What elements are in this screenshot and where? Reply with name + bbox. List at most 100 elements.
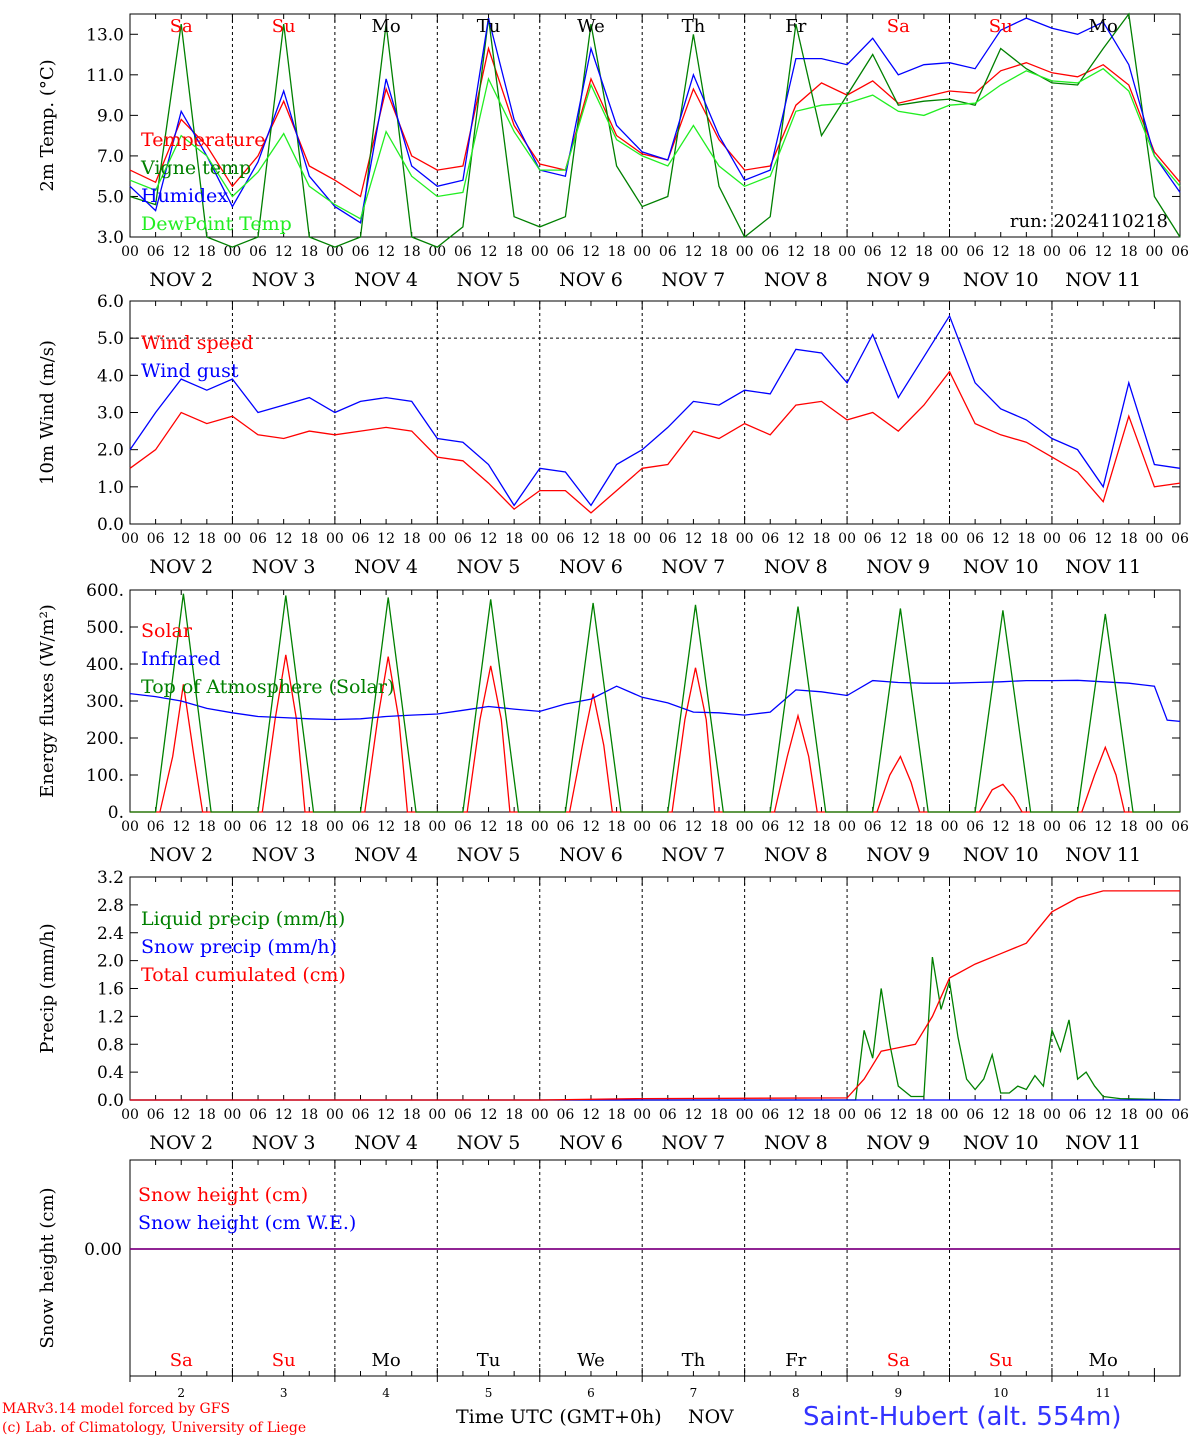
hour-label: 18: [710, 1107, 728, 1123]
hour-label: 00: [736, 819, 754, 835]
weekday-label: Fr: [785, 16, 806, 37]
date-label: NOV 10: [963, 844, 1039, 866]
hour-label: 18: [608, 1107, 626, 1123]
hour-label: 06: [1069, 244, 1087, 260]
hour-label: 12: [582, 244, 600, 260]
hour-label: 00: [121, 1107, 139, 1123]
hour-label: 06: [659, 531, 677, 547]
panel-snow-frame: [129, 1159, 1181, 1377]
hour-label: 12: [889, 531, 907, 547]
date-label: NOV 2: [149, 844, 213, 866]
hour-label: 00: [224, 1107, 242, 1123]
date-label: NOV 10: [963, 269, 1039, 291]
date-label: NOV 3: [252, 269, 316, 291]
hour-label: 18: [300, 1107, 318, 1123]
legend-entry: Wind speed: [141, 332, 253, 354]
y-tick-label: 0.00: [84, 1240, 122, 1260]
hour-label: 06: [761, 1107, 779, 1123]
hour-label: 12: [480, 531, 498, 547]
hour-label: 00: [1145, 531, 1163, 547]
hour-label: 00: [121, 244, 139, 260]
hour-label: 18: [300, 819, 318, 835]
series-line: [130, 956, 1181, 1101]
hour-label: 18: [403, 819, 421, 835]
hour-label: 18: [813, 819, 831, 835]
legend-entry: Humidex: [141, 185, 228, 207]
date-label: NOV 11: [1065, 269, 1141, 291]
weekday-label: Mo: [1089, 1350, 1118, 1371]
hour-label: 18: [300, 244, 318, 260]
date-label: NOV 5: [457, 1132, 521, 1154]
day-number: 8: [792, 1386, 800, 1400]
hour-label: 12: [480, 244, 498, 260]
hour-label: 18: [198, 531, 216, 547]
hour-label: 18: [300, 531, 318, 547]
hour-label: 18: [198, 1107, 216, 1123]
weekday-label: Th: [682, 16, 706, 37]
hour-label: 06: [556, 244, 574, 260]
hour-label: 06: [454, 244, 472, 260]
hour-label: 06: [1171, 244, 1189, 260]
date-label: NOV 10: [963, 1132, 1039, 1154]
hour-label: 06: [1069, 531, 1087, 547]
hour-label: 00: [428, 531, 446, 547]
hour-label: 06: [966, 1107, 984, 1123]
legend-entry: Total cumulated (cm): [141, 964, 346, 986]
date-label: NOV 6: [559, 269, 623, 291]
hour-label: 00: [326, 244, 344, 260]
hour-label: 18: [813, 244, 831, 260]
date-label: NOV 5: [457, 269, 521, 291]
y-tick-label: 9.0: [97, 106, 124, 126]
hour-label: 12: [275, 1107, 293, 1123]
hour-label: 18: [813, 531, 831, 547]
weekday-label: Mo: [1089, 16, 1118, 37]
hour-label: 00: [531, 1107, 549, 1123]
weekday-label: Tu: [477, 16, 501, 37]
hour-label: 12: [685, 244, 703, 260]
hour-label: 00: [326, 531, 344, 547]
hour-label: 06: [352, 244, 370, 260]
hour-label: 06: [147, 531, 165, 547]
y-tick-label: 4.0: [97, 366, 124, 386]
y-tick-label: 5.0: [97, 329, 124, 349]
run-label: run: 2024110218: [1010, 211, 1168, 232]
hour-label: 12: [685, 531, 703, 547]
x-axis-month: NOV: [688, 1406, 734, 1428]
lab-credit: (c) Lab. of Climatology, University of L…: [2, 1420, 307, 1436]
hour-label: 06: [864, 819, 882, 835]
date-label: NOV 4: [354, 269, 418, 291]
y-tick-label: 11.0: [86, 66, 124, 86]
y-axis-label: 10m Wind (m/s): [37, 340, 58, 485]
y-axis-label: 2m Temp. (°C): [37, 59, 58, 191]
hour-label: 00: [121, 531, 139, 547]
hour-label: 06: [556, 819, 574, 835]
y-tick-label: 300.: [86, 692, 124, 712]
y-tick-label: 3.0: [97, 228, 124, 248]
date-label: NOV 9: [866, 269, 930, 291]
hour-label: 00: [1043, 244, 1061, 260]
hour-label: 00: [1145, 1107, 1163, 1123]
hour-label: 06: [864, 244, 882, 260]
day-number: 3: [280, 1386, 288, 1400]
y-tick-label: 0.4: [97, 1063, 124, 1083]
hour-label: 00: [326, 1107, 344, 1123]
hour-label: 06: [659, 1107, 677, 1123]
hour-label: 00: [736, 244, 754, 260]
hour-label: 18: [505, 531, 523, 547]
hour-label: 18: [403, 531, 421, 547]
hour-label: 06: [249, 244, 267, 260]
hour-label: 06: [966, 244, 984, 260]
date-label: NOV 8: [764, 556, 828, 578]
date-label: NOV 9: [866, 844, 930, 866]
hour-label: 00: [224, 244, 242, 260]
hour-label: 18: [1017, 531, 1035, 547]
series-line: [130, 890, 1180, 1101]
hour-label: 00: [633, 531, 651, 547]
x-axis-label: Time UTC (GMT+0h): [456, 1406, 662, 1428]
hour-label: 18: [915, 531, 933, 547]
y-axis-label: Energy fluxes (W/m²): [37, 604, 58, 798]
hour-label: 18: [1017, 244, 1035, 260]
date-label: NOV 10: [963, 556, 1039, 578]
hour-label: 06: [352, 819, 370, 835]
hour-label: 12: [582, 1107, 600, 1123]
